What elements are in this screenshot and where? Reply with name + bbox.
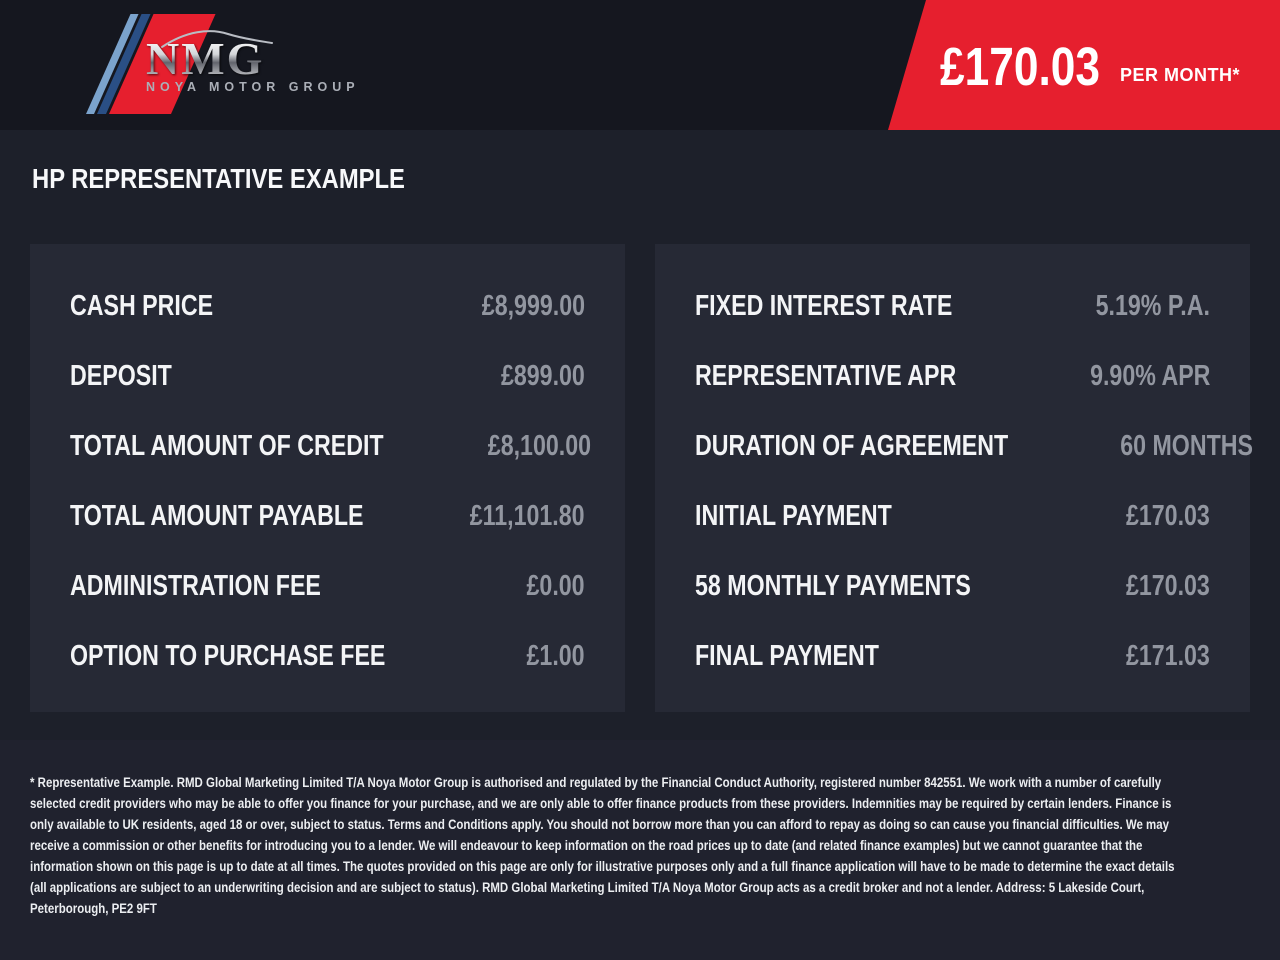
finance-row-deposit: DEPOSIT £899.00 [70, 361, 585, 391]
finance-row-option-fee: OPTION TO PURCHASE FEE £1.00 [70, 641, 585, 671]
brand-logo: NMG NOYA MOTOR GROUP [0, 0, 420, 130]
header: NMG NOYA MOTOR GROUP £170.03 PER MONTH* [0, 0, 1280, 130]
finance-row-value: £899.00 [501, 359, 585, 392]
finance-row-label: REPRESENTATIVE APR [695, 359, 957, 392]
finance-row-label: FIXED INTEREST RATE [695, 289, 953, 322]
finance-row-interest-rate: FIXED INTEREST RATE 5.19% P.A. [695, 291, 1210, 321]
finance-row-value: £0.00 [526, 569, 585, 602]
finance-row-value: £170.03 [1126, 569, 1210, 602]
finance-row-value: 9.90% APR [1089, 359, 1210, 392]
finance-row-label: TOTAL AMOUNT PAYABLE [70, 499, 364, 532]
finance-row-label: INITIAL PAYMENT [695, 499, 892, 532]
monthly-price: £170.03 [940, 37, 1101, 97]
main-section: HP REPRESENTATIVE EXAMPLE CASH PRICE £8,… [0, 130, 1280, 740]
finance-row-value: 60 MONTHS [1119, 429, 1253, 462]
finance-row-total-payable: TOTAL AMOUNT PAYABLE £11,101.80 [70, 501, 585, 531]
finance-row-duration: DURATION OF AGREEMENT 60 MONTHS [695, 429, 1252, 462]
finance-row-value: 5.19% P.A. [1095, 289, 1210, 322]
finance-row-value: £8,999.00 [481, 289, 585, 322]
finance-panel-left: CASH PRICE £8,999.00 DEPOSIT £899.00 TOT… [30, 244, 625, 712]
finance-row-value: £1.00 [526, 639, 585, 672]
finance-row-final-payment: FINAL PAYMENT £171.03 [695, 641, 1210, 671]
finance-row-apr: REPRESENTATIVE APR 9.90% APR [695, 361, 1210, 391]
finance-row-value: £8,100.00 [487, 429, 592, 462]
finance-panel-right: FIXED INTEREST RATE 5.19% P.A. REPRESENT… [655, 244, 1252, 712]
finance-row-label: FINAL PAYMENT [695, 639, 879, 672]
finance-row-label: DEPOSIT [70, 359, 172, 392]
finance-row-value: £170.03 [1126, 499, 1210, 532]
finance-row-total-credit: TOTAL AMOUNT OF CREDIT £8,100.00 [70, 429, 591, 462]
finance-row-cash-price: CASH PRICE £8,999.00 [70, 291, 585, 321]
finance-row-label: ADMINISTRATION FEE [70, 569, 321, 602]
footer: * Representative Example. RMD Global Mar… [0, 740, 1280, 960]
finance-row-label: DURATION OF AGREEMENT [695, 429, 1009, 462]
disclaimer-text: * Representative Example. RMD Global Mar… [30, 775, 1175, 916]
finance-row-label: 58 MONTHLY PAYMENTS [695, 569, 971, 602]
finance-row-label: CASH PRICE [70, 289, 214, 322]
logo-abbr: NMG [146, 33, 265, 84]
page-title: HP REPRESENTATIVE EXAMPLE [32, 163, 405, 194]
finance-row-monthly-payments: 58 MONTHLY PAYMENTS £170.03 [695, 571, 1210, 601]
finance-row-value: £11,101.80 [470, 499, 585, 532]
logo-name: NOYA MOTOR GROUP [146, 80, 360, 94]
finance-row-admin-fee: ADMINISTRATION FEE £0.00 [70, 571, 585, 601]
car-silhouette-icon [161, 30, 273, 48]
price-banner: £170.03 PER MONTH* [888, 0, 1280, 130]
monthly-price-period: PER MONTH* [1120, 65, 1241, 85]
finance-row-label: OPTION TO PURCHASE FEE [70, 639, 386, 672]
finance-row-initial-payment: INITIAL PAYMENT £170.03 [695, 501, 1210, 531]
finance-row-value: £171.03 [1126, 639, 1210, 672]
finance-row-label: TOTAL AMOUNT OF CREDIT [70, 429, 384, 462]
